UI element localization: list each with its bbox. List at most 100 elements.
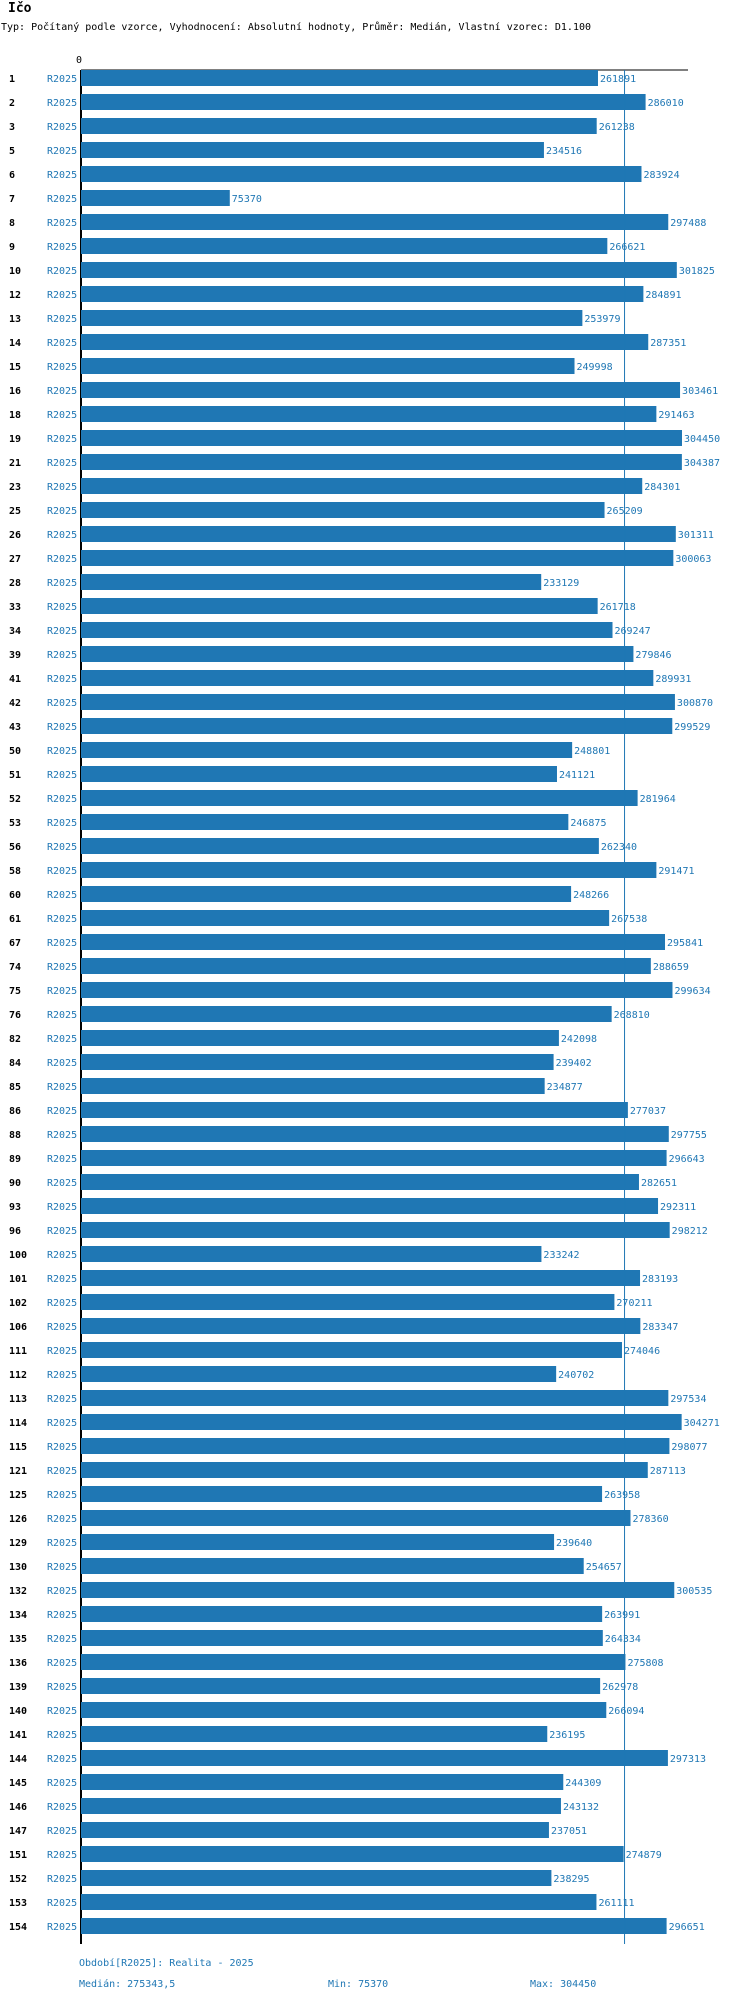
bar <box>81 1846 624 1862</box>
period-label: R2025 <box>47 482 77 493</box>
period-label: R2025 <box>47 1610 77 1621</box>
bar <box>81 1558 584 1574</box>
period-label: R2025 <box>47 170 77 181</box>
bar <box>81 1798 561 1814</box>
row-label: 76 <box>9 1010 21 1021</box>
bar-value-label: 297313 <box>670 1754 706 1765</box>
bar-value-label: 279846 <box>635 650 671 661</box>
period-label: R2025 <box>47 1754 77 1765</box>
bar-value-label: 298077 <box>671 1442 707 1453</box>
period-label: R2025 <box>47 866 77 877</box>
bar <box>81 1078 545 1094</box>
bar <box>81 214 669 230</box>
footer-max: Max: 304450 <box>530 1979 597 1990</box>
bar <box>81 454 682 470</box>
row-label: 115 <box>9 1442 27 1453</box>
bar <box>81 1342 622 1358</box>
row-label: 26 <box>9 530 21 541</box>
period-label: R2025 <box>47 1178 77 1189</box>
bar <box>81 478 643 494</box>
period-label: R2025 <box>47 1130 77 1141</box>
row-label: 102 <box>9 1298 27 1309</box>
bar <box>81 766 557 782</box>
period-label: R2025 <box>47 386 77 397</box>
row-label: 113 <box>9 1394 27 1405</box>
row-label: 33 <box>9 602 21 613</box>
row-label: 101 <box>9 1274 27 1285</box>
row-label: 153 <box>9 1898 27 1909</box>
period-label: R2025 <box>47 842 77 853</box>
bar <box>81 1030 559 1046</box>
bar-value-label: 264334 <box>605 1634 641 1645</box>
bar-value-label: 254657 <box>586 1562 622 1573</box>
bar-value-label: 239402 <box>556 1058 592 1069</box>
bar <box>81 598 598 614</box>
bar-value-label: 274879 <box>626 1850 662 1861</box>
bar-value-label: 287351 <box>650 338 686 349</box>
bar-value-label: 300535 <box>676 1586 712 1597</box>
row-label: 12 <box>9 290 21 301</box>
period-label: R2025 <box>47 1202 77 1213</box>
period-label: R2025 <box>47 1346 77 1357</box>
row-label: 144 <box>9 1754 27 1765</box>
row-label: 82 <box>9 1034 21 1045</box>
bar <box>81 694 675 710</box>
bar <box>81 1462 648 1478</box>
bar-value-label: 301311 <box>678 530 714 541</box>
bar-value-label: 75370 <box>232 194 262 205</box>
bar-value-label: 297534 <box>670 1394 706 1405</box>
bar <box>81 862 657 878</box>
period-label: R2025 <box>47 434 77 445</box>
bar-value-label: 261891 <box>600 74 636 85</box>
bar <box>81 1630 603 1646</box>
period-label: R2025 <box>47 266 77 277</box>
period-label: R2025 <box>47 458 77 469</box>
bar-value-label: 269247 <box>615 626 651 637</box>
period-label: R2025 <box>47 1802 77 1813</box>
row-label: 93 <box>9 1202 21 1213</box>
period-label: R2025 <box>47 626 77 637</box>
row-label: 151 <box>9 1850 27 1861</box>
row-label: 114 <box>9 1418 27 1429</box>
period-label: R2025 <box>47 1010 77 1021</box>
row-label: 56 <box>9 842 21 853</box>
row-label: 100 <box>9 1250 27 1261</box>
bar-value-label: 297488 <box>670 218 706 229</box>
row-label: 28 <box>9 578 21 589</box>
bar-value-label: 286010 <box>648 98 684 109</box>
row-label: 90 <box>9 1178 21 1189</box>
bar-value-label: 275808 <box>627 1658 663 1669</box>
row-label: 152 <box>9 1874 27 1885</box>
bar <box>81 1150 667 1166</box>
bar <box>81 1870 552 1886</box>
period-label: R2025 <box>47 1706 77 1717</box>
period-label: R2025 <box>47 986 77 997</box>
period-label: R2025 <box>47 1274 77 1285</box>
bar-value-label: 236195 <box>549 1730 585 1741</box>
bar-value-label: 291471 <box>658 866 694 877</box>
bar <box>81 1270 641 1286</box>
bar <box>81 1198 659 1214</box>
row-label: 134 <box>9 1610 27 1621</box>
bar-value-label: 277037 <box>630 1106 666 1117</box>
bar <box>81 262 677 278</box>
period-label: R2025 <box>47 1634 77 1645</box>
bar <box>81 190 230 206</box>
period-label: R2025 <box>47 1442 77 1453</box>
period-label: R2025 <box>47 602 77 613</box>
bar-value-label: 249998 <box>577 362 613 373</box>
bar-value-label: 261238 <box>599 122 635 133</box>
bar-value-label: 270211 <box>616 1298 652 1309</box>
bar <box>81 1102 628 1118</box>
period-label: R2025 <box>47 1490 77 1501</box>
bar <box>81 1174 639 1190</box>
row-label: 53 <box>9 818 21 829</box>
row-label: 14 <box>9 338 21 349</box>
bar-value-label: 261111 <box>598 1898 634 1909</box>
period-label: R2025 <box>47 242 77 253</box>
row-label: 84 <box>9 1058 21 1069</box>
bar-value-label: 297755 <box>671 1130 707 1141</box>
row-label: 140 <box>9 1706 27 1717</box>
bar <box>81 958 651 974</box>
period-label: R2025 <box>47 770 77 781</box>
